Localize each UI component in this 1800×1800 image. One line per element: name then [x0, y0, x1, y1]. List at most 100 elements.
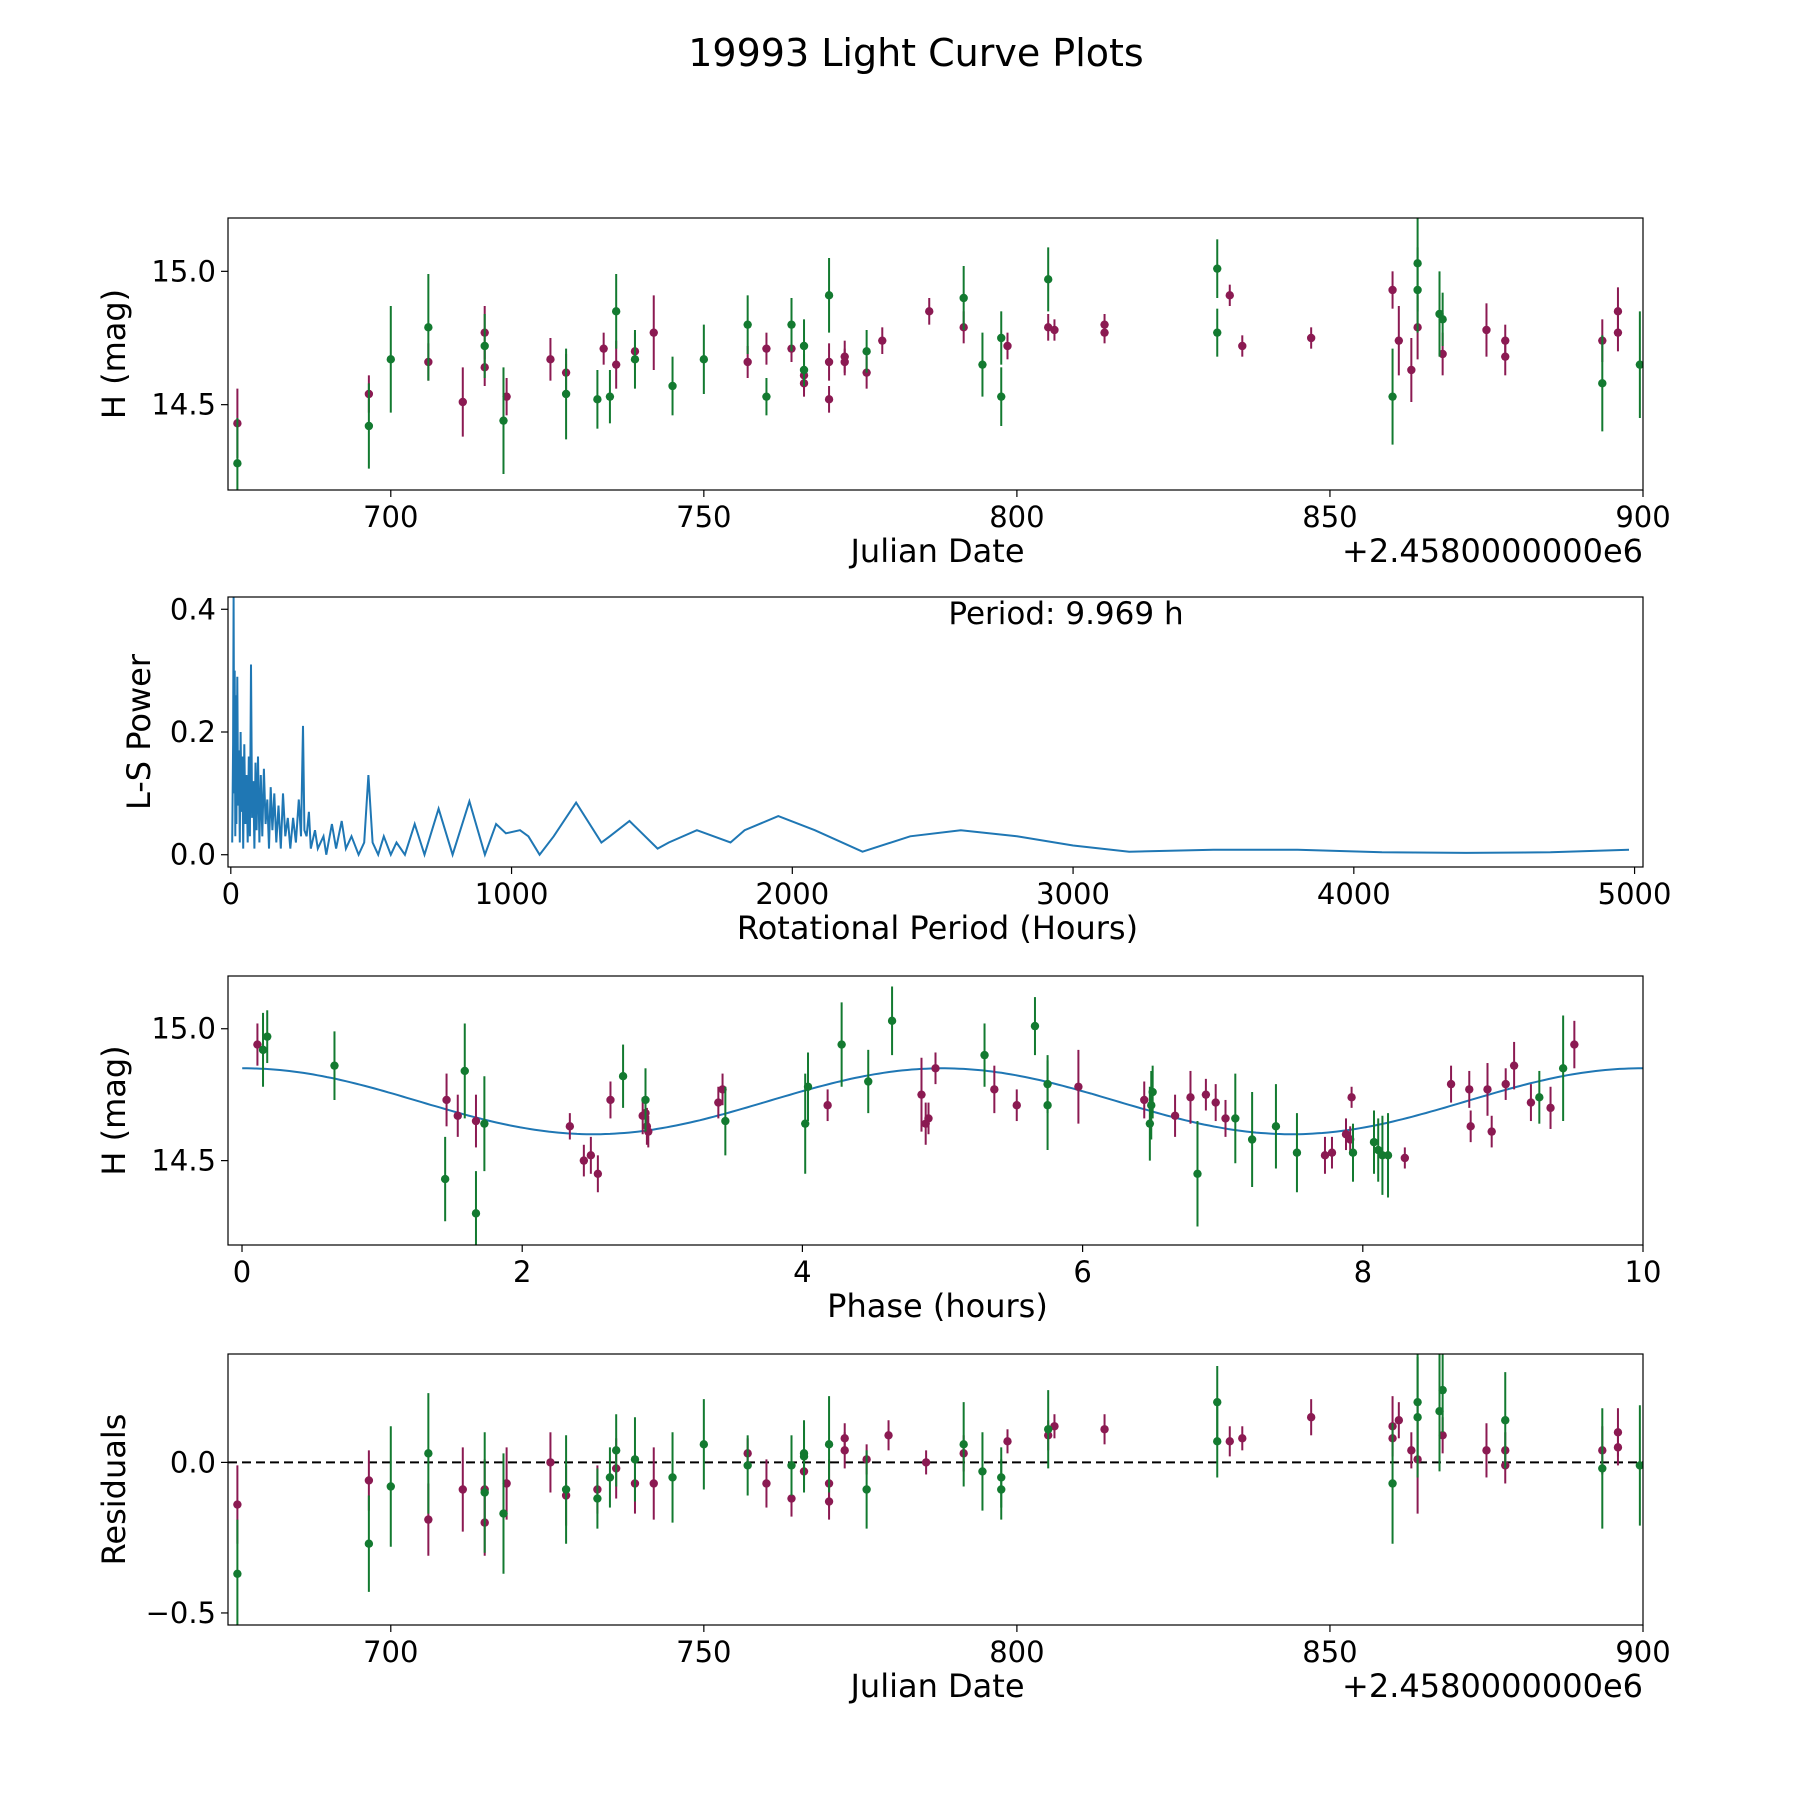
lightcurve-green-point	[1043, 275, 1053, 284]
phased-plot-area	[242, 986, 1643, 1245]
phased-green-point	[641, 1095, 650, 1105]
phased-red-point	[714, 1098, 723, 1107]
phased-green-point	[1145, 1119, 1155, 1128]
phased-green-point	[721, 1116, 730, 1126]
residuals-green-point	[1635, 1461, 1643, 1470]
phased-x-tick-label: 6	[1073, 1255, 1091, 1289]
phased-red-point	[1074, 1082, 1083, 1091]
phased-red-point	[253, 1040, 262, 1049]
lightcurve-red-point	[599, 344, 608, 353]
phased-green-point	[1043, 1101, 1052, 1110]
phased-green-point	[1535, 1093, 1544, 1102]
lightcurve-red-point	[824, 395, 834, 404]
phased-green-point	[1383, 1151, 1393, 1160]
phased-red-point	[1487, 1127, 1496, 1136]
residuals-offset-text: +2.4580000000e6	[1342, 1667, 1643, 1705]
residuals-green-point	[1213, 1437, 1222, 1446]
phased-x-tick-label: 10	[1625, 1255, 1662, 1289]
periodogram-x-tick-label: 2000	[755, 877, 829, 911]
lightcurve-green-point	[1413, 259, 1422, 268]
residuals-green-point	[787, 1461, 796, 1470]
periodogram-x-tick-label: 1000	[475, 877, 549, 911]
residuals-red-point	[1003, 1437, 1012, 1446]
lightcurve-y-tick-label: 15.0	[151, 254, 216, 288]
lightcurve-red-point	[1613, 307, 1623, 316]
phased-red-point	[1327, 1148, 1337, 1157]
lightcurve-green-point	[605, 392, 615, 401]
lightcurve-red-point	[1238, 341, 1247, 351]
lightcurve-green-point	[799, 365, 809, 375]
lightcurve-red-point	[1407, 365, 1416, 375]
phased-green-point	[1292, 1148, 1302, 1157]
residuals-red-point	[840, 1434, 849, 1443]
residuals-red-point	[546, 1458, 555, 1467]
lightcurve-green-point	[699, 355, 709, 364]
residuals-red-point	[1482, 1446, 1491, 1455]
lightcurve-red-point	[743, 357, 752, 367]
lightcurve-green-point	[364, 421, 374, 431]
lightcurve-green-point	[1213, 328, 1222, 337]
phased-red-point	[442, 1095, 451, 1105]
lightcurve-green-point	[233, 459, 242, 468]
phased-red-point	[1526, 1098, 1536, 1107]
residuals-red-point	[1100, 1425, 1109, 1434]
lightcurve-green-point	[978, 360, 987, 369]
periodogram-y-tick-label: 0.0	[170, 838, 216, 872]
periodogram-frame	[227, 596, 1644, 868]
phased-red-point	[823, 1101, 832, 1110]
residuals-red-point	[502, 1479, 511, 1488]
residuals-green-point	[799, 1452, 809, 1461]
residuals-green-point	[1043, 1425, 1053, 1434]
residuals-green-point	[561, 1485, 571, 1494]
phased-x-tick-label: 8	[1354, 1255, 1372, 1289]
phased-red-point	[471, 1116, 481, 1126]
residuals-green-point	[1388, 1479, 1397, 1488]
lightcurve-green-point	[1635, 360, 1643, 369]
lightcurve-green-point	[743, 320, 752, 329]
residuals-red-point	[1407, 1446, 1416, 1455]
lightcurve-green-point	[762, 392, 771, 401]
phased-green-point	[1030, 1021, 1040, 1031]
periodogram-x-axis-label: Rotational Period (Hours)	[737, 909, 1138, 947]
residuals-x-tick-label: 850	[1302, 1635, 1357, 1669]
residuals-green-point	[824, 1440, 834, 1449]
residuals-green-point	[699, 1440, 709, 1449]
residuals-green-point	[611, 1446, 621, 1455]
phased-red-point	[565, 1122, 575, 1131]
residuals-green-point	[743, 1461, 752, 1470]
phased-green-point	[1193, 1169, 1202, 1178]
phased-red-point	[1320, 1151, 1330, 1160]
phased-green-point	[618, 1072, 628, 1081]
phased-red-point	[453, 1111, 462, 1120]
residuals-red-point	[884, 1431, 893, 1440]
phased-green-point	[1247, 1135, 1257, 1144]
phased-red-point	[1546, 1103, 1555, 1113]
phased-green-point	[803, 1082, 813, 1091]
lightcurve-green-point	[997, 392, 1006, 401]
lightcurve-x-tick-label: 700	[363, 500, 418, 534]
residuals-red-point	[921, 1458, 931, 1467]
lightcurve-red-point	[1438, 349, 1447, 359]
phased-x-tick-label: 0	[233, 1255, 251, 1289]
residuals-green-point	[630, 1455, 640, 1464]
lightcurve-red-point	[546, 355, 555, 364]
phased-panel: 0 2 4 6 8 10 14.5 15.0 Phase (hours) H (mag)	[95, 975, 1662, 1325]
periodogram-x-tick-label: 5000	[1598, 877, 1672, 911]
residuals-green-point	[959, 1440, 968, 1449]
residuals-red-point	[458, 1485, 467, 1494]
lightcurve-green-point	[593, 395, 602, 404]
phased-red-point	[1221, 1114, 1230, 1123]
phased-y-tick-label: 14.5	[151, 1144, 216, 1178]
phased-x-tick-label: 2	[513, 1255, 531, 1289]
phased-red-point	[593, 1169, 603, 1178]
phased-green-point	[1348, 1148, 1358, 1157]
lightcurve-red-point	[458, 397, 467, 407]
phased-red-point	[1400, 1153, 1410, 1163]
residuals-green-point	[1413, 1397, 1422, 1407]
residuals-frame	[227, 1353, 1644, 1626]
periodogram-y-tick-label: 0.4	[170, 592, 216, 626]
lightcurve-red-point	[502, 392, 511, 401]
lightcurve-panel: 700 750 800 850 900 14.5 15.0 Julian Date H (mag…	[95, 217, 1671, 570]
lightcurve-x-tick-label: 900	[1615, 500, 1670, 534]
